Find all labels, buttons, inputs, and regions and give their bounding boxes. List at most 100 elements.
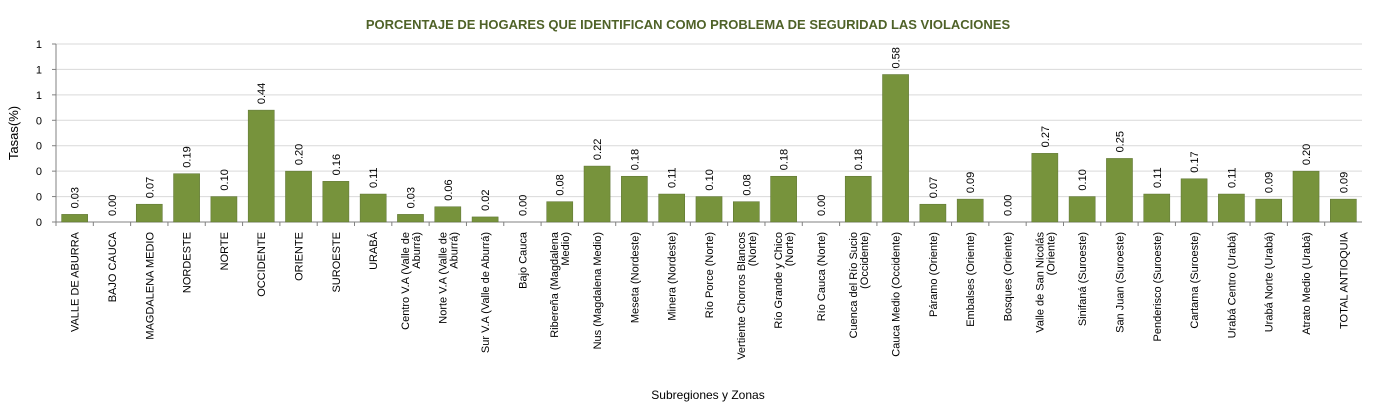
bar [1143, 193, 1171, 223]
bar [1255, 198, 1283, 223]
y-tick-label: 0 [36, 217, 42, 229]
x-tick-label: ORIENTE [294, 232, 306, 281]
x-tick-label: Atrato Medio (Urabá) [1301, 232, 1313, 335]
data-label: 0.07 [928, 177, 940, 198]
data-label: 0.16 [331, 154, 343, 175]
x-tick-label: Norte V.A (Valle de Aburrá) [437, 232, 460, 324]
data-label: 0.10 [704, 169, 716, 190]
data-label: 0.20 [294, 144, 306, 165]
data-label: 0.02 [480, 189, 492, 210]
data-label: 0.07 [144, 177, 156, 198]
bar [471, 216, 499, 223]
data-label: 0.20 [1301, 144, 1313, 165]
bar [61, 214, 88, 223]
x-tick-label: Centro V.A (Valle de Aburrá) [400, 232, 423, 330]
data-label: 0.11 [667, 167, 679, 188]
bar [770, 175, 797, 223]
data-label: 0.09 [1264, 172, 1276, 193]
bar [434, 206, 462, 223]
data-label: 0.44 [256, 83, 268, 104]
data-label: 0.18 [629, 149, 641, 170]
x-tick-label: Páramo (Oriente) [928, 232, 940, 317]
bar [844, 175, 872, 223]
bar [1068, 196, 1096, 223]
bar [397, 214, 424, 223]
data-label: 0.11 [1226, 167, 1238, 188]
data-label: 0.08 [741, 174, 753, 195]
bar [173, 173, 200, 223]
x-tick-label: Sur V.A (Valle de Aburrá) [480, 232, 492, 353]
data-label: 0.00 [816, 195, 828, 216]
y-tick-label: 0 [36, 141, 42, 153]
bar [1031, 153, 1059, 223]
data-label: 0.19 [182, 146, 194, 167]
x-tick-label: Minera (Nordeste) [667, 232, 679, 321]
bar [135, 203, 163, 223]
x-tick-label: Bosques (Oriente) [1003, 232, 1015, 321]
data-label: 0.06 [443, 179, 455, 200]
x-tick-label: BAJO CAUCA [107, 231, 119, 302]
data-label: 0.00 [1003, 195, 1015, 216]
x-tick-label: URABÁ [367, 231, 380, 270]
data-label: 0.00 [517, 195, 529, 216]
y-tick-label: 1 [36, 90, 42, 102]
data-label: 0.03 [70, 187, 82, 208]
x-tick-label: NORTE [219, 232, 231, 270]
bar [546, 201, 574, 223]
x-tick-label: SUROESTE [331, 232, 343, 293]
x-tick-label: Urabá Centro (Urabá) [1226, 232, 1238, 338]
x-tick-label: Río Porce (Norte) [704, 232, 716, 318]
data-label: 0.00 [107, 195, 119, 216]
data-label: 0.17 [1189, 151, 1201, 172]
data-label: 0.18 [853, 149, 865, 170]
x-tick-label: Embalses (Oriente) [965, 232, 977, 327]
bar [285, 170, 312, 223]
x-tick-label: Cartama (Suroeste) [1189, 232, 1201, 329]
y-tick-label: 0 [36, 192, 42, 204]
x-tick-label: Cuenca del Río Sucio (Occidente) [848, 232, 871, 338]
data-label: 0.27 [1040, 126, 1052, 147]
data-label: 0.11 [1152, 167, 1164, 188]
bar [919, 203, 947, 223]
y-tick-label: 0 [36, 115, 42, 127]
bar [247, 109, 275, 223]
x-tick-label: San Juan (Suroeste) [1114, 232, 1126, 333]
data-label: 0.58 [891, 47, 903, 68]
x-tick-label: Urabá Norte (Urabá) [1264, 232, 1276, 332]
x-tick-label: OCCIDENTE [256, 232, 268, 297]
y-tick-label: 1 [36, 64, 42, 76]
data-label: 0.09 [1338, 172, 1350, 193]
x-tick-label: Meseta (Nordeste) [629, 232, 641, 323]
bar [658, 193, 685, 223]
x-tick-label: NORDESTE [182, 232, 194, 293]
data-label: 0.03 [405, 187, 417, 208]
x-tick-label: Valle de San Nicolás (Oriente) [1034, 232, 1057, 333]
x-tick-label: Sinifaná (Suroeste) [1077, 232, 1089, 326]
data-label: 0.10 [1077, 169, 1089, 190]
data-label: 0.08 [555, 174, 567, 195]
bar [210, 196, 238, 223]
x-tick-label: Vertiente Chorros Blancos (Norte) [736, 232, 759, 360]
data-label: 0.10 [219, 169, 231, 190]
bar [1106, 158, 1133, 223]
x-tick-label: MAGDALENA MEDIO [144, 232, 156, 340]
bar [1330, 198, 1357, 223]
bar [882, 74, 909, 223]
bar [956, 198, 984, 223]
x-tick-label: Ribereña (Magdalena Medio) [549, 231, 572, 338]
x-tick-label: Nus (Magdalena Medio) [592, 232, 604, 349]
bar [1180, 178, 1208, 223]
data-label: 0.18 [779, 149, 791, 170]
bar [733, 201, 760, 223]
x-tick-label: Cauca Medio (Occidente) [891, 232, 903, 357]
x-tick-label: Río Grande y Chico (Norte) [773, 232, 796, 329]
bar [583, 165, 611, 223]
bar [359, 193, 387, 223]
x-tick-label: VALLE DE ABURRA [70, 231, 82, 332]
bar [695, 196, 723, 223]
bar [1292, 170, 1320, 223]
y-tick-label: 0 [36, 166, 42, 178]
y-tick-label: 1 [36, 39, 42, 51]
x-tick-label: Bajo Cauca [517, 231, 529, 289]
data-label: 0.11 [368, 167, 380, 188]
